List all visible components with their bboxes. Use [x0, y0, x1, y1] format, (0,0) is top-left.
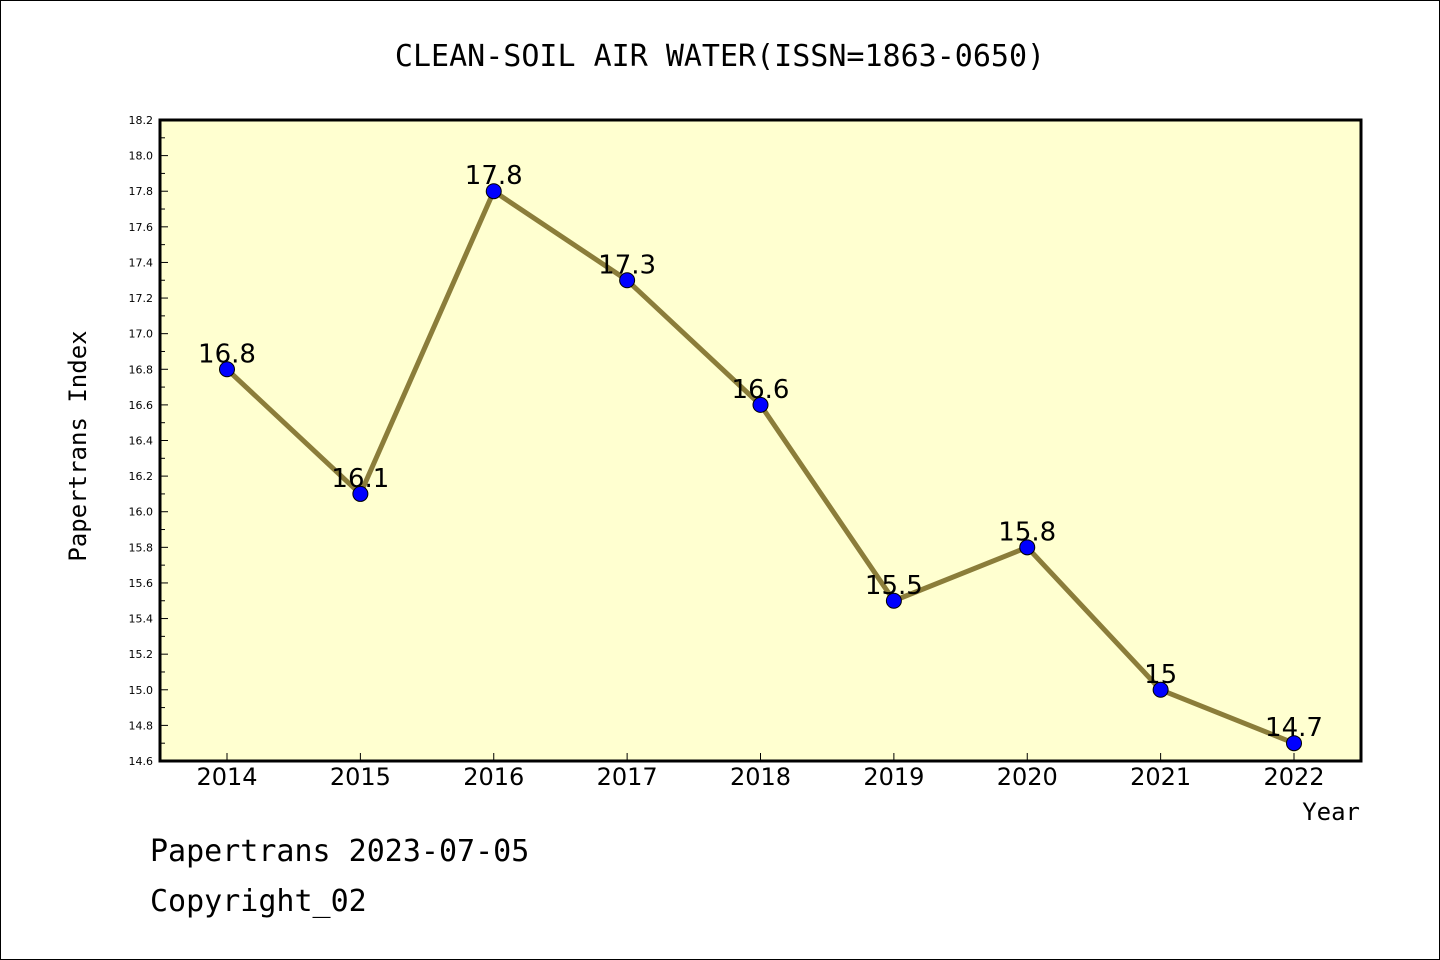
x-axis: 2014 2015 2016 2017 2018 2019 2020 2021 2022 — [196, 753, 1325, 791]
data-point — [1286, 735, 1302, 752]
y-tick-label: 17.8 — [129, 185, 154, 198]
x-tick-label: 2017 — [597, 763, 658, 791]
y-tick-label: 16.8 — [129, 363, 154, 376]
data-point — [485, 183, 502, 200]
x-tick-label: 2020 — [997, 763, 1058, 791]
y-tick-label: 17.0 — [129, 328, 154, 341]
x-tick-label: 2014 — [196, 763, 257, 791]
y-tick-label: 17.2 — [129, 292, 154, 305]
y-tick-label: 18.2 — [129, 114, 154, 127]
data-label: 17.3 — [598, 250, 656, 280]
x-axis-label: Year — [1302, 798, 1360, 826]
y-axis-label: Papertrans Index — [64, 330, 92, 561]
data-point — [352, 485, 369, 502]
y-tick-label: 15.8 — [129, 541, 154, 554]
data-point — [1019, 539, 1036, 556]
y-tick-label: 15.2 — [129, 648, 154, 661]
x-tick-label: 2019 — [863, 763, 924, 791]
x-tick-label: 2016 — [463, 763, 524, 791]
y-tick-label: 15.4 — [129, 613, 154, 626]
y-tick-label: 15.6 — [129, 577, 154, 590]
data-point — [619, 272, 636, 289]
plot-area — [158, 118, 1363, 763]
data-labels: 16.8 16.1 17.8 17.3 16.6 15.5 15.8 15 14.7 — [198, 161, 1323, 743]
data-point — [1152, 681, 1169, 698]
x-tick-label: 2021 — [1130, 763, 1191, 791]
series-line — [219, 183, 1302, 752]
y-tick-label: 16.6 — [129, 399, 154, 412]
data-label: 16.8 — [198, 339, 256, 369]
y-tick-label: 16.2 — [129, 470, 154, 483]
y-tick-label: 16.4 — [129, 435, 154, 448]
data-label: 17.8 — [465, 161, 523, 191]
data-label: 16.6 — [732, 375, 790, 405]
data-label: 15.8 — [998, 517, 1056, 547]
x-tick-label: 2018 — [730, 763, 791, 791]
y-tick-label: 14.6 — [129, 755, 154, 768]
data-label: 15.5 — [865, 571, 923, 601]
y-tick-label: 17.4 — [129, 256, 154, 269]
data-label: 15 — [1144, 660, 1177, 690]
footer-copyright: Copyright_02 — [150, 884, 367, 919]
y-tick-label: 14.8 — [129, 719, 154, 732]
data-point — [219, 361, 235, 378]
data-label: 16.1 — [331, 464, 389, 494]
footer-date: Papertrans 2023-07-05 — [150, 834, 530, 869]
data-label: 14.7 — [1265, 713, 1323, 743]
y-tick-label: 18.0 — [129, 150, 154, 163]
data-point — [885, 592, 902, 609]
x-tick-label: 2015 — [330, 763, 391, 791]
data-point — [752, 396, 769, 413]
y-tick-label: 17.6 — [129, 221, 154, 234]
y-axis: 14.6 14.8 15.0 15.2 15.4 15.6 15.8 16.0 16.2 16.4… — [129, 114, 168, 768]
y-tick-label: 15.0 — [129, 684, 154, 697]
chart-title: CLEAN-SOIL AIR WATER(ISSN=1863-0650) — [395, 39, 1045, 74]
x-tick-label: 2022 — [1263, 763, 1324, 791]
y-tick-label: 16.0 — [129, 506, 154, 519]
